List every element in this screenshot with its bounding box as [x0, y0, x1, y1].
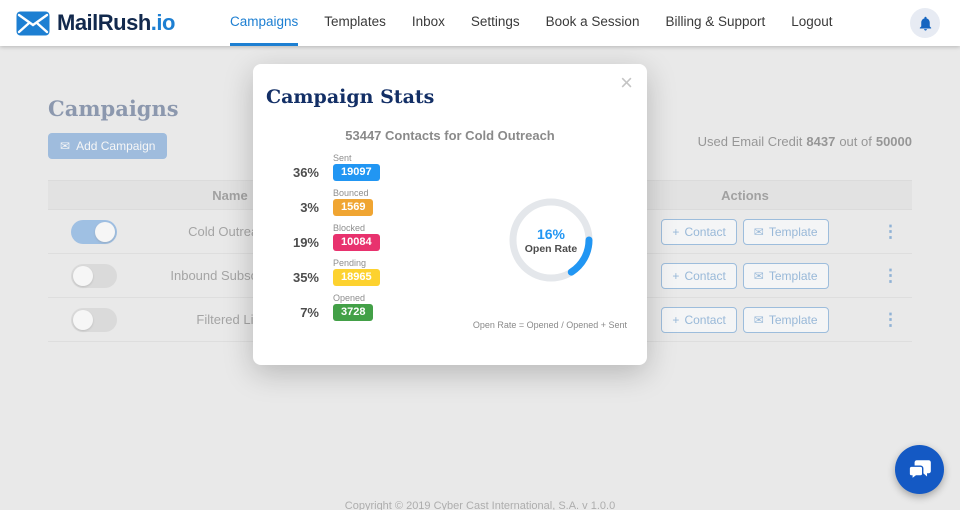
nav-item-logout[interactable]: Logout [791, 14, 833, 29]
stat-row: 19% Blocked 10084 [279, 222, 489, 257]
donut-arc [509, 198, 593, 282]
chat-icon [907, 457, 933, 483]
stat-row: 35% Pending 18965 [279, 257, 489, 292]
stat-value-badge: 1569 [333, 199, 374, 216]
nav-item-campaigns[interactable]: Campaigns [230, 0, 299, 46]
stat-percent: 7% [300, 305, 319, 320]
open-rate-donut: 16% Open Rate [501, 190, 601, 290]
bell-icon [917, 15, 934, 32]
brand-tld: .io [150, 10, 176, 35]
stat-label: Opened [333, 293, 366, 303]
stat-value-badge: 19097 [333, 164, 380, 181]
stat-value-badge: 18965 [333, 269, 380, 286]
stat-value-badge: 10084 [333, 234, 380, 251]
nav-item-billing-support[interactable]: Billing & Support [665, 14, 766, 29]
nav-item-settings[interactable]: Settings [470, 14, 520, 29]
stat-label: Blocked [333, 223, 366, 233]
nav-item-book-a-session[interactable]: Book a Session [545, 14, 640, 29]
stat-percent: 36% [292, 165, 319, 180]
chat-button[interactable] [895, 445, 944, 494]
donut-percent: 16% [536, 225, 566, 242]
stat-label: Pending [333, 258, 367, 268]
stat-percent: 3% [300, 200, 319, 215]
stat-label: Sent [333, 153, 352, 163]
top-navbar: MailRush.io Campaigns Templates Inbox Se… [0, 0, 960, 46]
donut-text: 16% Open Rate [501, 190, 601, 290]
nav-item-templates[interactable]: Templates [324, 14, 386, 29]
donut-label: Open Rate [524, 242, 578, 255]
stat-percent: 35% [292, 270, 319, 285]
modal-title: Campaign Stats [266, 86, 435, 108]
brand-logo[interactable]: MailRush.io [16, 0, 175, 46]
stat-label: Bounced [333, 188, 369, 198]
stat-row: 3% Bounced 1569 [279, 187, 489, 222]
stat-row: 7% Opened 3728 [279, 292, 489, 327]
stat-value-badge: 3728 [333, 304, 374, 321]
stat-row: 36% Sent 19097 [279, 152, 489, 187]
notifications-button[interactable] [910, 8, 940, 38]
main-nav: Campaigns Templates Inbox Settings Book … [230, 0, 833, 46]
brand-name: MailRush.io [57, 10, 176, 35]
mailrush-logo-icon [16, 11, 50, 36]
open-rate-formula: Open Rate = Opened / Opened + Sent [472, 320, 627, 330]
stat-percent: 19% [292, 235, 319, 250]
campaign-stats-modal: Campaign Stats × 53447 Contacts for Cold… [253, 64, 647, 365]
nav-item-inbox[interactable]: Inbox [411, 14, 445, 29]
modal-subtitle: 53447 Contacts for Cold Outreach [345, 128, 555, 143]
close-icon[interactable]: × [620, 70, 633, 95]
